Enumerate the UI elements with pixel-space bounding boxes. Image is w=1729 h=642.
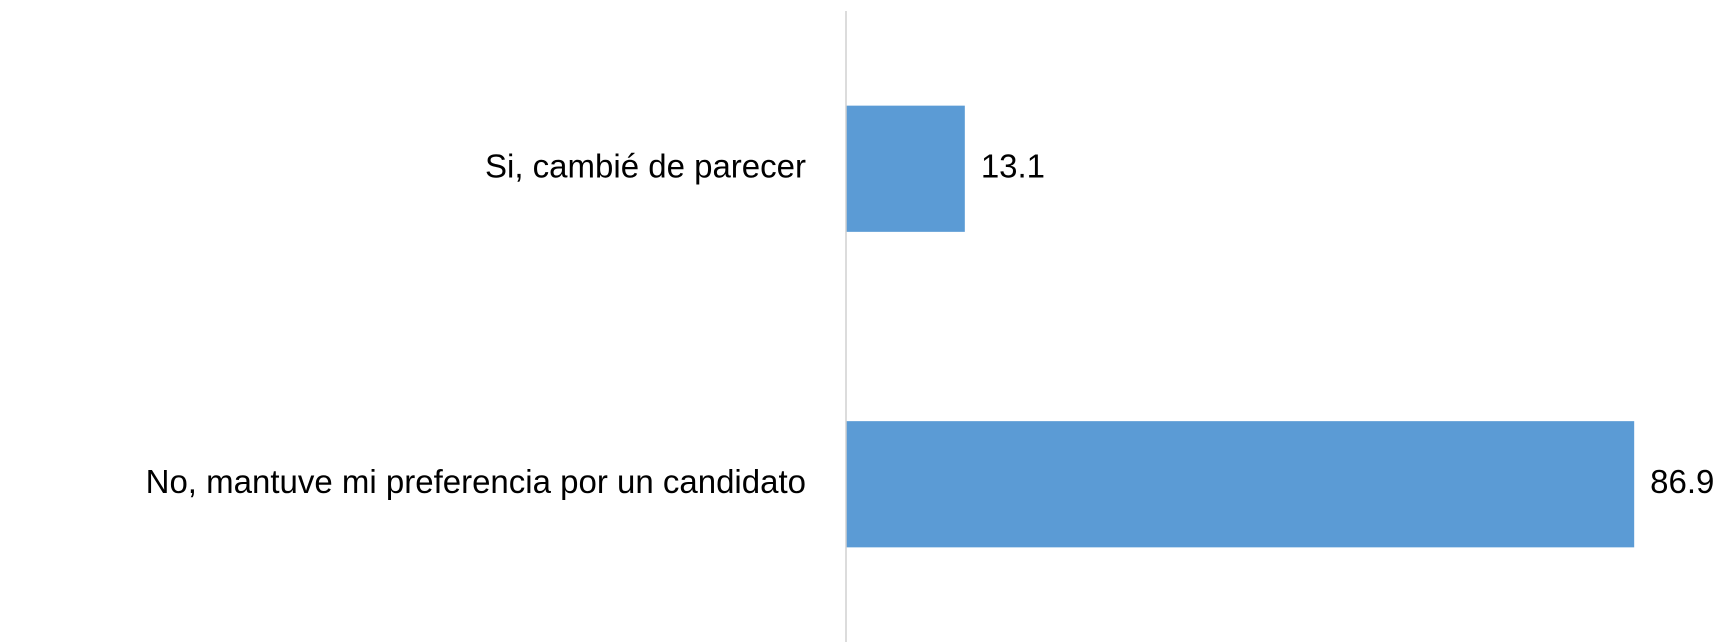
y-tick-label: No, mantuve mi preferencia por un candid… <box>146 463 806 500</box>
data-label: 13.1 <box>981 147 1045 184</box>
bar <box>846 105 965 232</box>
bar <box>846 421 1635 548</box>
data-label: 86.9 <box>1650 463 1714 500</box>
y-tick-label: Si, cambié de parecer <box>485 147 806 184</box>
